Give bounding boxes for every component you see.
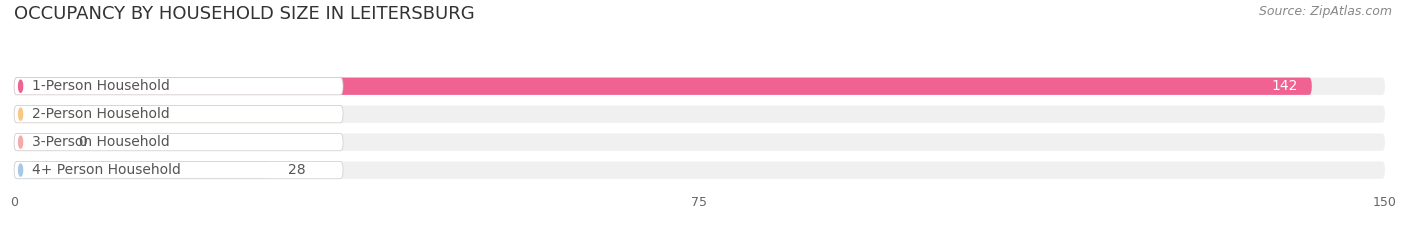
FancyBboxPatch shape bbox=[14, 106, 343, 123]
FancyBboxPatch shape bbox=[14, 78, 1385, 95]
Text: 4+ Person Household: 4+ Person Household bbox=[32, 163, 180, 177]
Circle shape bbox=[18, 164, 22, 176]
Circle shape bbox=[18, 136, 22, 148]
Text: 0: 0 bbox=[79, 135, 87, 149]
FancyBboxPatch shape bbox=[14, 106, 1385, 123]
FancyBboxPatch shape bbox=[14, 78, 1312, 95]
Text: 1-Person Household: 1-Person Household bbox=[32, 79, 170, 93]
FancyBboxPatch shape bbox=[14, 78, 343, 95]
FancyBboxPatch shape bbox=[14, 161, 270, 179]
FancyBboxPatch shape bbox=[14, 134, 1385, 151]
Circle shape bbox=[18, 108, 22, 120]
Text: 3-Person Household: 3-Person Household bbox=[32, 135, 170, 149]
Text: 28: 28 bbox=[288, 163, 307, 177]
FancyBboxPatch shape bbox=[14, 134, 60, 151]
Circle shape bbox=[18, 80, 22, 92]
FancyBboxPatch shape bbox=[14, 161, 1385, 179]
Text: 36: 36 bbox=[312, 107, 329, 121]
FancyBboxPatch shape bbox=[14, 134, 343, 151]
FancyBboxPatch shape bbox=[14, 161, 343, 179]
Text: Source: ZipAtlas.com: Source: ZipAtlas.com bbox=[1258, 5, 1392, 18]
Text: 142: 142 bbox=[1271, 79, 1298, 93]
Text: 2-Person Household: 2-Person Household bbox=[32, 107, 170, 121]
Text: OCCUPANCY BY HOUSEHOLD SIZE IN LEITERSBURG: OCCUPANCY BY HOUSEHOLD SIZE IN LEITERSBU… bbox=[14, 5, 475, 23]
FancyBboxPatch shape bbox=[14, 106, 343, 123]
